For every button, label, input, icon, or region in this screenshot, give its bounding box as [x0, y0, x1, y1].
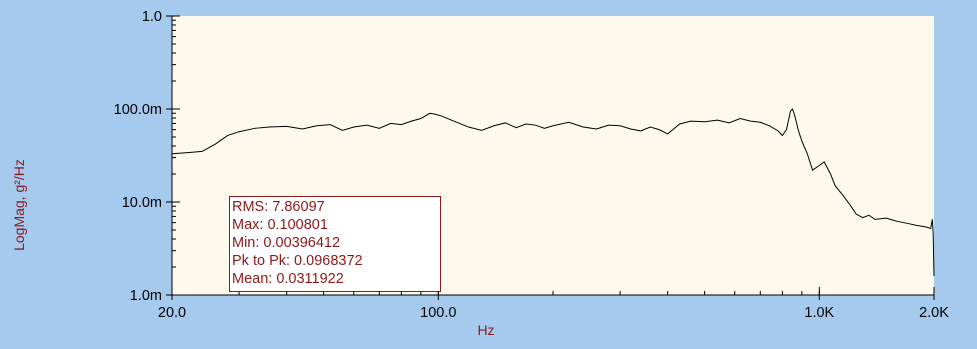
stat-pk-to-pk: Pk to Pk: 0.0968372 — [232, 253, 363, 269]
x-tick-label: 1.0K — [804, 305, 834, 321]
stat-mean: Mean: 0.0311922 — [232, 271, 344, 287]
x-tick-label: 100.0 — [420, 305, 456, 321]
y-tick-label: 10.0m — [122, 195, 162, 211]
y-tick-label: 1.0m — [130, 288, 162, 304]
stat-rms: RMS: 7.86097 — [232, 199, 325, 215]
spectrum-series-line — [171, 108, 935, 277]
x-tick-label: 2.0K — [919, 305, 949, 321]
y-tick-label: 100.0m — [114, 102, 162, 118]
y-axis-title: LogMag, g²/Hz — [11, 159, 27, 251]
y-tick-label: 1.0 — [142, 9, 162, 25]
x-axis-title: Hz — [477, 322, 494, 338]
stat-max: Max: 0.100801 — [232, 217, 328, 233]
x-tick-label: 20.0 — [158, 305, 186, 321]
stats-box: RMS: 7.86097 Max: 0.100801 Min: 0.003964… — [229, 196, 441, 292]
stat-min: Min: 0.00396412 — [232, 235, 341, 251]
